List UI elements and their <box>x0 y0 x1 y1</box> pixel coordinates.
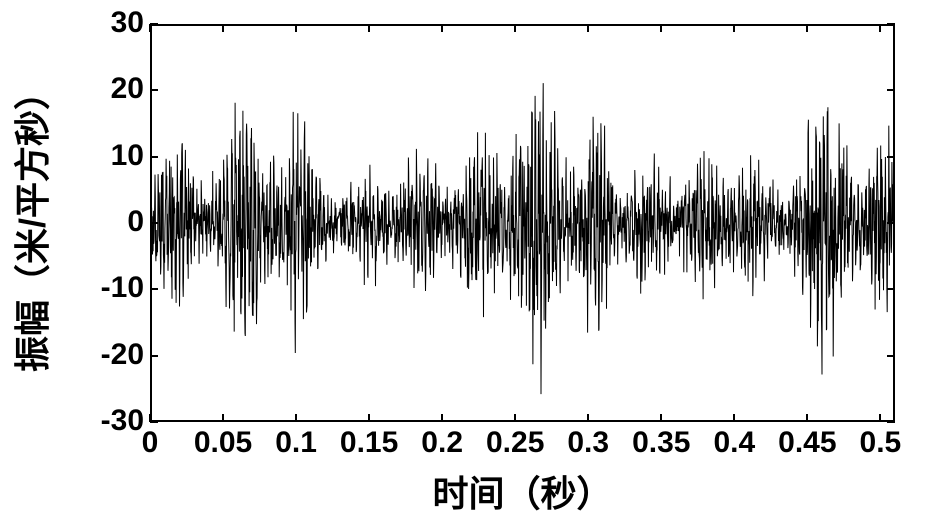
x-tick <box>587 24 589 32</box>
x-tick <box>879 414 881 422</box>
x-tick-label: 0.3 <box>567 426 609 460</box>
y-tick <box>887 222 895 224</box>
x-tick <box>806 24 808 32</box>
x-tick-label: 0.15 <box>340 426 398 460</box>
vibration-chart: 振幅（米/平方秒） 时间（秒） -30-20-10010203000.050.1… <box>0 0 926 523</box>
x-tick <box>660 414 662 422</box>
x-tick <box>733 414 735 422</box>
x-tick-label: 0 <box>142 426 159 460</box>
x-tick <box>149 414 151 422</box>
y-tick <box>150 156 158 158</box>
y-tick <box>887 156 895 158</box>
x-tick <box>879 24 881 32</box>
x-tick-label: 0.2 <box>421 426 463 460</box>
x-tick <box>222 414 224 422</box>
x-tick-label: 0.05 <box>194 426 252 460</box>
x-tick <box>368 24 370 32</box>
x-tick <box>295 414 297 422</box>
y-tick <box>150 355 158 357</box>
y-tick-label: 20 <box>111 72 144 106</box>
x-tick <box>660 24 662 32</box>
y-tick <box>887 355 895 357</box>
x-tick-label: 0.25 <box>486 426 544 460</box>
y-tick-label: -10 <box>101 271 144 305</box>
x-tick <box>295 24 297 32</box>
y-tick <box>887 89 895 91</box>
y-tick-label: -20 <box>101 338 144 372</box>
y-tick <box>150 23 158 25</box>
y-tick <box>150 421 158 423</box>
x-tick <box>368 414 370 422</box>
x-tick-label: 0.45 <box>778 426 836 460</box>
y-tick-label: -30 <box>101 404 144 438</box>
x-tick <box>806 414 808 422</box>
signal-path <box>150 83 895 394</box>
x-tick <box>222 24 224 32</box>
y-tick <box>150 288 158 290</box>
y-tick <box>150 222 158 224</box>
x-tick <box>587 414 589 422</box>
x-tick <box>441 414 443 422</box>
x-tick-label: 0.4 <box>713 426 755 460</box>
y-tick <box>887 23 895 25</box>
y-tick <box>887 288 895 290</box>
x-tick-label: 0.5 <box>860 426 902 460</box>
x-tick <box>733 24 735 32</box>
y-tick-label: 30 <box>111 6 144 40</box>
x-tick <box>149 24 151 32</box>
x-tick <box>441 24 443 32</box>
x-tick-label: 0.1 <box>275 426 317 460</box>
y-tick <box>150 89 158 91</box>
y-tick <box>887 421 895 423</box>
x-tick-label: 0.35 <box>632 426 690 460</box>
x-tick <box>514 414 516 422</box>
y-tick-label: 10 <box>111 139 144 173</box>
x-tick <box>514 24 516 32</box>
y-tick-label: 0 <box>127 205 144 239</box>
